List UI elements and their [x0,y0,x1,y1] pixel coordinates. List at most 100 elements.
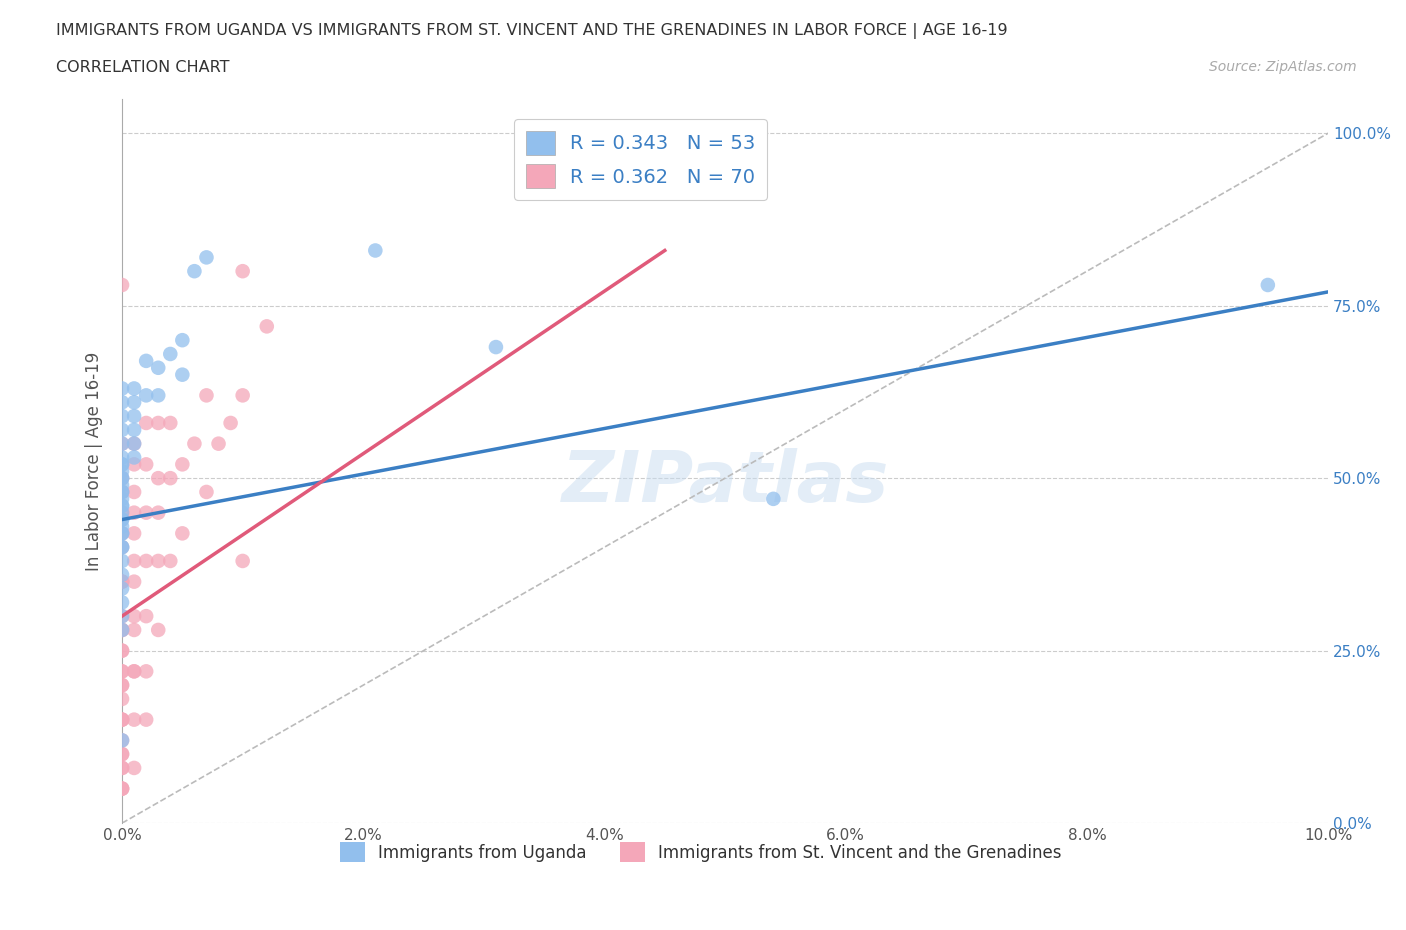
Point [111,450,134,465]
Point [111,595,134,610]
Point [122,526,145,541]
Point [183,436,205,451]
Point [135,553,157,568]
Point [111,498,134,513]
Point [111,526,134,541]
Point [111,574,134,589]
Point [111,539,134,554]
Point [111,457,134,472]
Point [135,353,157,368]
Point [135,712,157,727]
Point [111,381,134,396]
Point [111,505,134,520]
Point [122,450,145,465]
Point [183,264,205,279]
Point [122,436,145,451]
Point [232,553,254,568]
Point [111,574,134,589]
Point [148,360,170,375]
Point [111,422,134,437]
Point [219,416,242,431]
Point [122,664,145,679]
Y-axis label: In Labor Force | Age 16-19: In Labor Force | Age 16-19 [86,352,103,570]
Point [111,609,134,624]
Point [159,347,181,362]
Point [135,505,157,520]
Point [111,471,134,485]
Point [111,471,134,485]
Point [122,712,145,727]
Point [148,622,170,637]
Point [111,664,134,679]
Point [111,519,134,534]
Point [111,781,134,796]
Point [111,512,134,527]
Point [111,498,134,513]
Point [111,485,134,499]
Point [159,553,181,568]
Point [172,367,194,382]
Point [111,678,134,693]
Point [122,609,145,624]
Point [111,781,134,796]
Point [135,457,157,472]
Point [111,526,134,541]
Point [111,712,134,727]
Point [111,478,134,493]
Point [122,381,145,396]
Point [232,388,254,403]
Point [135,664,157,679]
Point [207,436,229,451]
Point [135,416,157,431]
Point [122,485,145,499]
Point [122,395,145,410]
Legend: Immigrants from Uganda, Immigrants from St. Vincent and the Grenadines: Immigrants from Uganda, Immigrants from … [333,835,1069,870]
Point [111,436,134,451]
Point [111,539,134,554]
Point [172,457,194,472]
Point [111,277,134,292]
Point [122,574,145,589]
Point [111,491,134,506]
Point [111,505,134,520]
Text: CORRELATION CHART: CORRELATION CHART [56,60,229,75]
Point [135,388,157,403]
Point [148,505,170,520]
Point [364,243,387,258]
Point [135,609,157,624]
Point [111,781,134,796]
Point [111,539,134,554]
Text: Source: ZipAtlas.com: Source: ZipAtlas.com [1209,60,1357,74]
Point [111,692,134,707]
Point [111,678,134,693]
Text: ZIPatlas: ZIPatlas [561,448,889,517]
Point [256,319,278,334]
Point [172,526,194,541]
Point [111,644,134,658]
Point [111,581,134,596]
Point [111,712,134,727]
Point [172,333,194,348]
Point [111,712,134,727]
Point [1257,277,1279,292]
Point [762,491,785,506]
Point [111,457,134,472]
Point [569,146,592,161]
Point [159,416,181,431]
Point [122,505,145,520]
Point [111,408,134,423]
Point [111,761,134,776]
Point [232,264,254,279]
Point [111,436,134,451]
Point [111,733,134,748]
Point [148,388,170,403]
Point [122,553,145,568]
Point [111,664,134,679]
Point [122,408,145,423]
Point [111,747,134,762]
Point [122,457,145,472]
Point [122,664,145,679]
Point [617,146,640,161]
Point [111,609,134,624]
Point [111,526,134,541]
